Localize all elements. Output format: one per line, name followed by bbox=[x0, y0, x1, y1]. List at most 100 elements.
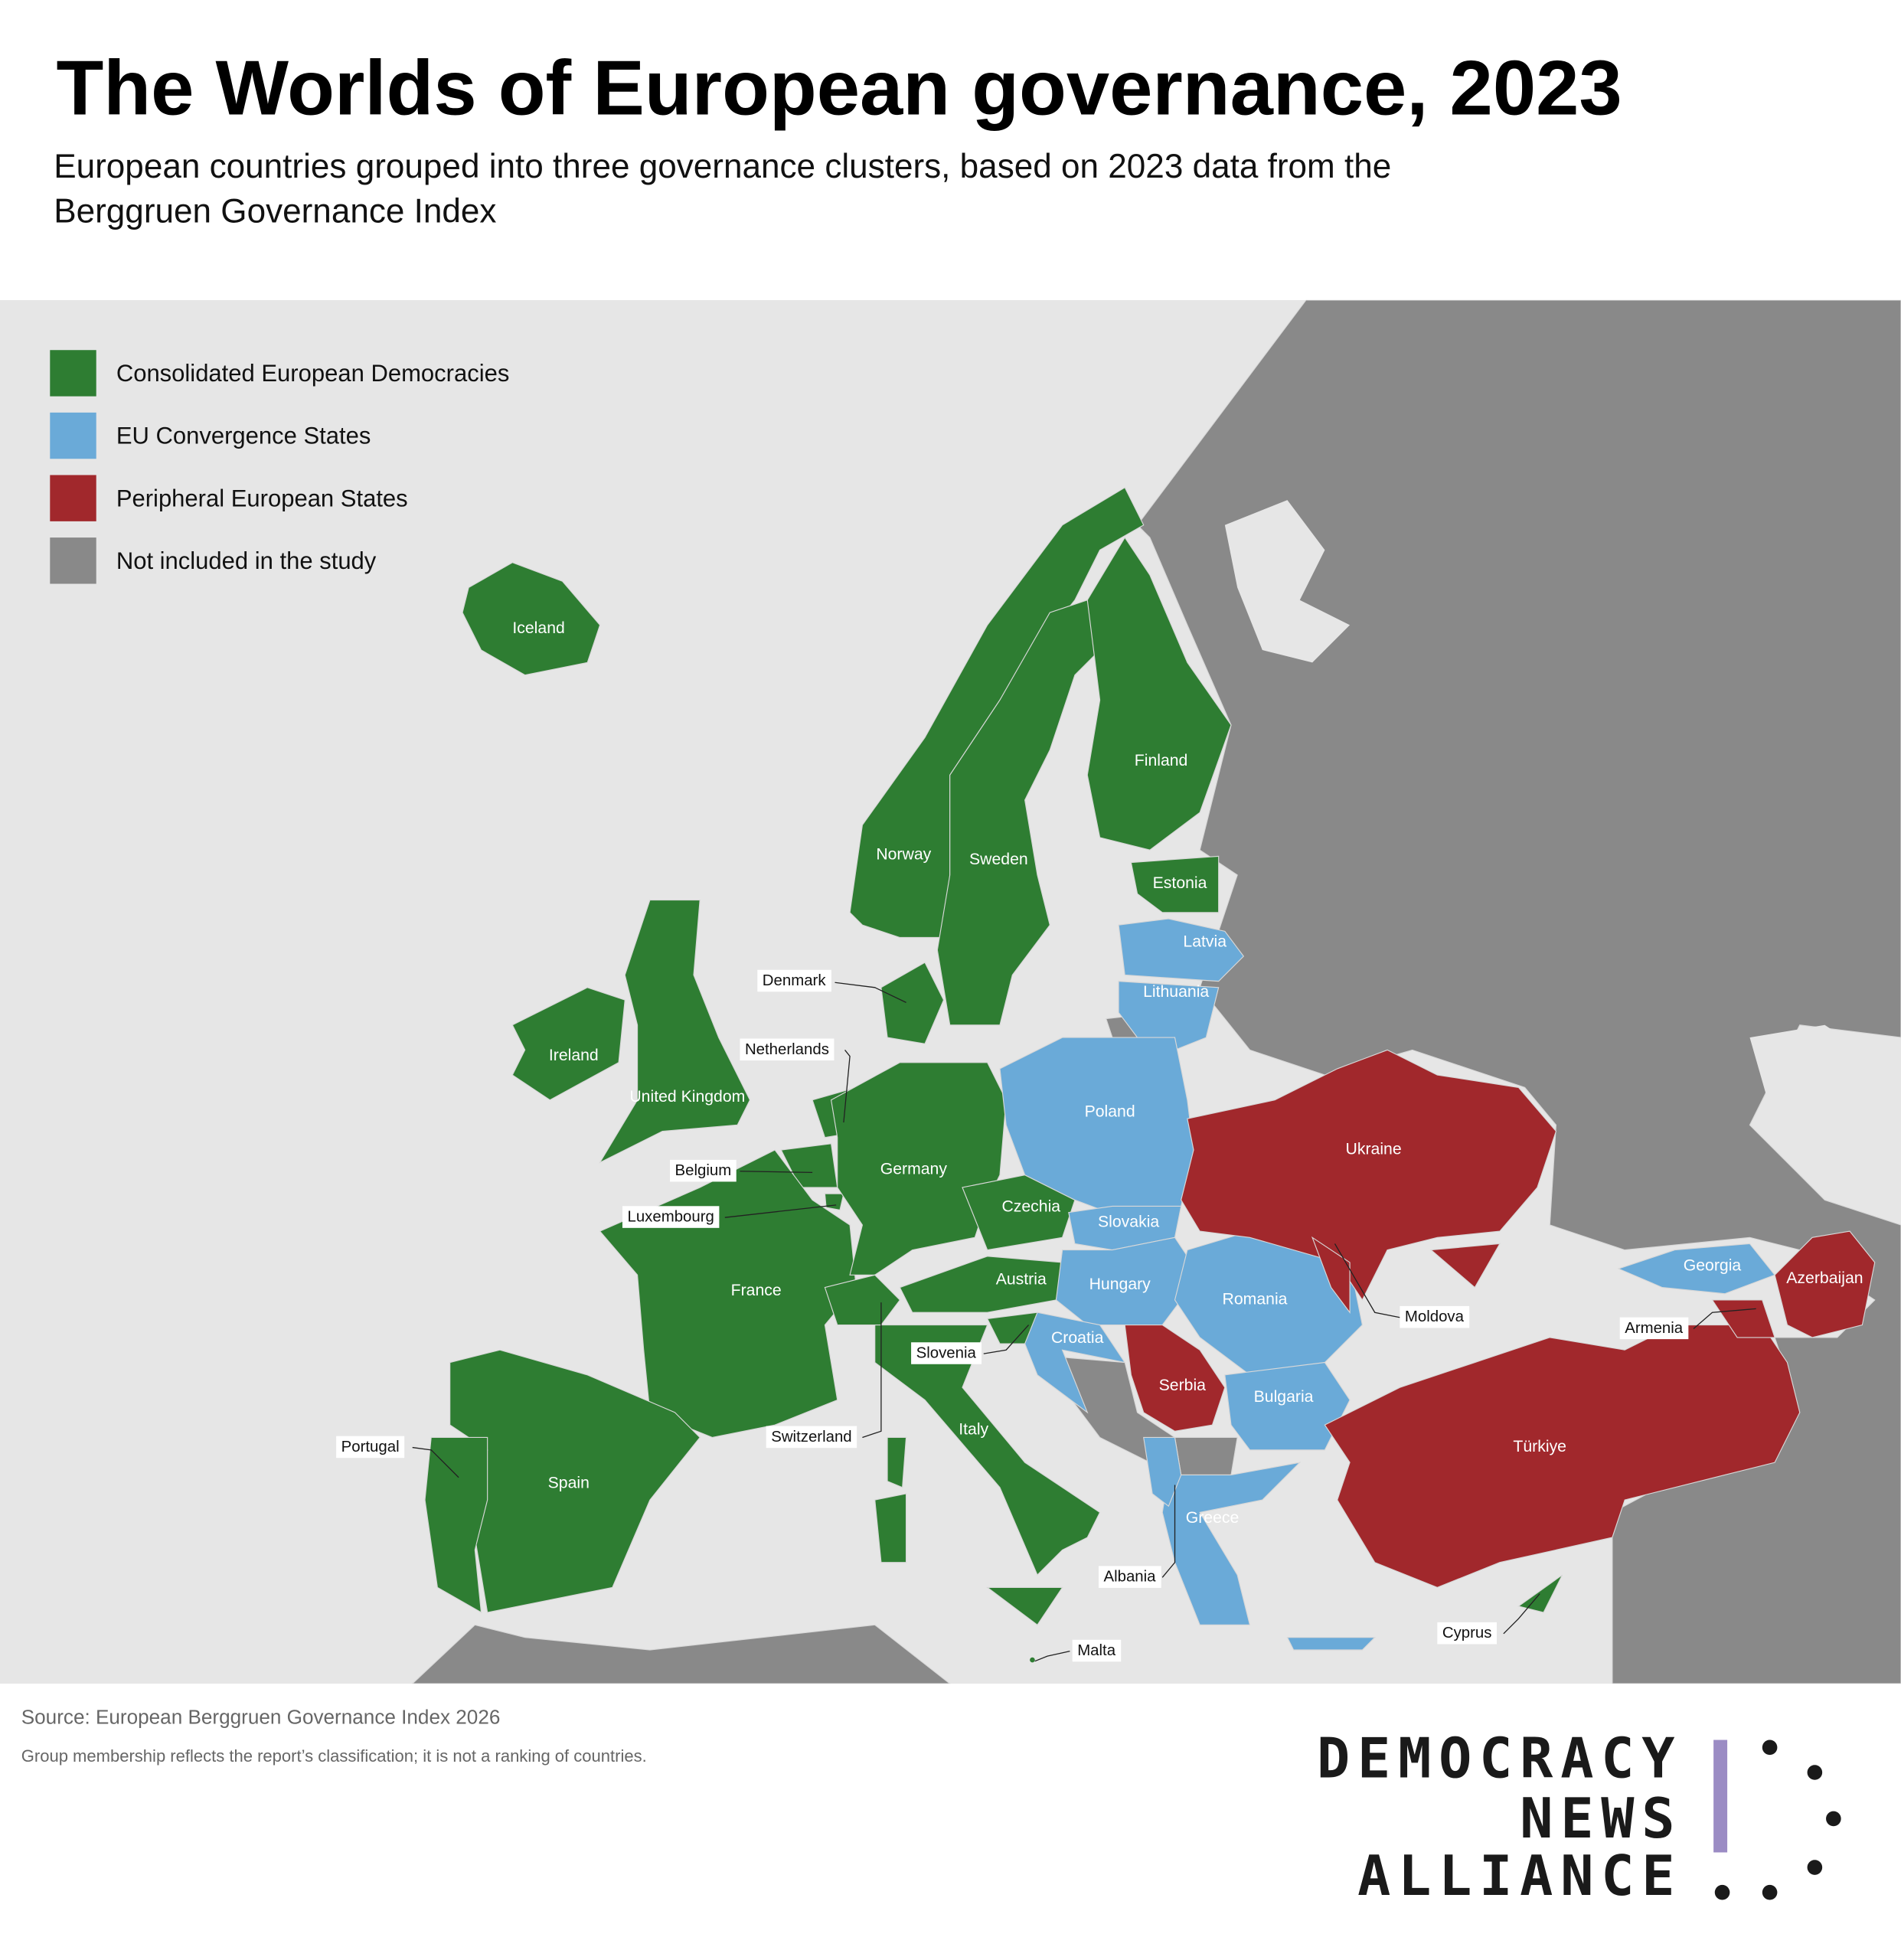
country-label: Poland bbox=[1085, 1103, 1135, 1121]
callout-label: Denmark bbox=[763, 972, 827, 989]
logo-bar bbox=[1713, 1740, 1728, 1853]
country-label: Spain bbox=[548, 1474, 590, 1491]
country-shape bbox=[824, 1193, 844, 1211]
country-label: Greece bbox=[1186, 1509, 1240, 1527]
country-shape bbox=[962, 1174, 1076, 1251]
country-shape bbox=[1124, 1324, 1226, 1432]
legend-swatch bbox=[50, 412, 96, 459]
country-shape bbox=[874, 1324, 1101, 1576]
white-sea bbox=[1224, 500, 1351, 663]
leader-line bbox=[983, 1325, 1030, 1354]
subtitle-box: European countries grouped into three go… bbox=[54, 147, 1392, 230]
leader-line bbox=[1334, 1243, 1400, 1318]
country-shape bbox=[511, 987, 626, 1101]
country-label: Finland bbox=[1135, 752, 1188, 769]
callout-box bbox=[757, 969, 831, 992]
leader-line bbox=[724, 1204, 837, 1218]
callout-box bbox=[622, 1206, 720, 1228]
country-label: Croatia bbox=[1051, 1329, 1104, 1347]
country-shape bbox=[1086, 537, 1232, 851]
callout-label: Switzerland bbox=[771, 1429, 851, 1446]
country-label: Germany bbox=[880, 1161, 948, 1178]
country-shape bbox=[1711, 1299, 1775, 1338]
country-shape bbox=[1517, 1574, 1563, 1613]
legend-swatch bbox=[50, 350, 96, 397]
map: Iceland Norway Sweden Finland Estonia Ir… bbox=[336, 299, 1901, 1684]
leader-line bbox=[835, 982, 906, 1003]
callout-label: Netherlands bbox=[745, 1041, 829, 1058]
country-label: Sweden bbox=[969, 851, 1028, 868]
country-label: Latvia bbox=[1183, 933, 1227, 951]
country-label: Italy bbox=[959, 1420, 988, 1438]
country-label: Ireland bbox=[549, 1047, 599, 1064]
legend-label: Not included in the study bbox=[116, 547, 377, 574]
country-shape bbox=[985, 1586, 1063, 1626]
logo-text: NEWS bbox=[1520, 1786, 1682, 1851]
country-shape bbox=[1286, 1637, 1377, 1651]
country-label: Romania bbox=[1223, 1291, 1288, 1308]
country-label: Türkiye bbox=[1513, 1438, 1566, 1455]
logo-text: ALLIANCE bbox=[1357, 1844, 1682, 1908]
logo-dots bbox=[1714, 1740, 1841, 1900]
country-label: Hungary bbox=[1089, 1276, 1151, 1293]
caspian-sea bbox=[1749, 1024, 1901, 1200]
callout-box bbox=[336, 1436, 405, 1459]
country-label: United Kingdom bbox=[629, 1088, 745, 1106]
callout-box bbox=[740, 1038, 835, 1061]
callout-box bbox=[1400, 1305, 1470, 1328]
country-label: Slovakia bbox=[1098, 1213, 1159, 1230]
callout-box bbox=[766, 1426, 857, 1449]
leader-line bbox=[862, 1302, 882, 1439]
country-shape bbox=[1429, 1243, 1501, 1289]
country-label: Norway bbox=[876, 845, 931, 863]
legend: Consolidated European Democracies EU Conv… bbox=[50, 350, 509, 584]
note: Group membership reflects the report’s c… bbox=[21, 1746, 647, 1766]
country-shape bbox=[1130, 855, 1220, 913]
callout-box bbox=[1437, 1622, 1498, 1645]
subtitle: European countries grouped into three go… bbox=[54, 147, 1392, 230]
leader-line bbox=[843, 1050, 851, 1123]
callout-label: Cyprus bbox=[1442, 1625, 1492, 1642]
leader-line bbox=[1161, 1485, 1176, 1578]
leader-line bbox=[412, 1446, 459, 1478]
country-shape bbox=[1181, 1049, 1557, 1302]
country-shape bbox=[462, 562, 601, 676]
source: Source: European Berggruen Governance In… bbox=[21, 1706, 501, 1729]
callout-box bbox=[1072, 1639, 1122, 1662]
country-label: France bbox=[731, 1282, 782, 1299]
country-shape bbox=[1161, 1462, 1302, 1625]
country-shape bbox=[830, 1062, 1007, 1276]
country-label: Ukraine bbox=[1346, 1141, 1402, 1158]
country-shape bbox=[1024, 1312, 1126, 1414]
legend-swatch bbox=[50, 537, 96, 584]
callout-label: Armenia bbox=[1625, 1320, 1684, 1337]
logo: DEMOCRACY NEWS ALLIANCE bbox=[1317, 1726, 1841, 1908]
callout-label: Portugal bbox=[341, 1439, 400, 1455]
country-label: Georgia bbox=[1684, 1256, 1742, 1274]
country-label: Czechia bbox=[1001, 1198, 1060, 1216]
corsica-shape bbox=[887, 1436, 907, 1488]
country-shape bbox=[1311, 1236, 1351, 1314]
country-shape bbox=[849, 486, 1145, 939]
legend-label: EU Convergence States bbox=[116, 423, 371, 449]
leader-line bbox=[1034, 1651, 1070, 1662]
callout-label: Malta bbox=[1077, 1642, 1116, 1659]
country-shape bbox=[874, 1493, 907, 1563]
country-shape bbox=[880, 962, 945, 1044]
land-shape bbox=[411, 1624, 951, 1684]
callout-box bbox=[1619, 1317, 1689, 1340]
leaders bbox=[412, 982, 1756, 1662]
callout-box bbox=[1098, 1566, 1161, 1588]
land-shape bbox=[1174, 1436, 1238, 1476]
leader-line bbox=[1693, 1308, 1756, 1329]
callout-label: Albania bbox=[1103, 1569, 1156, 1586]
country-label: Austria bbox=[996, 1270, 1047, 1288]
country-shape bbox=[1118, 918, 1245, 982]
callout-label: Luxembourg bbox=[628, 1209, 714, 1226]
country-shape bbox=[1030, 1657, 1035, 1663]
logo-text: DEMOCRACY bbox=[1317, 1726, 1682, 1790]
title: The Worlds of European governance, 2023 bbox=[56, 44, 1622, 131]
country-shape bbox=[424, 1436, 488, 1614]
